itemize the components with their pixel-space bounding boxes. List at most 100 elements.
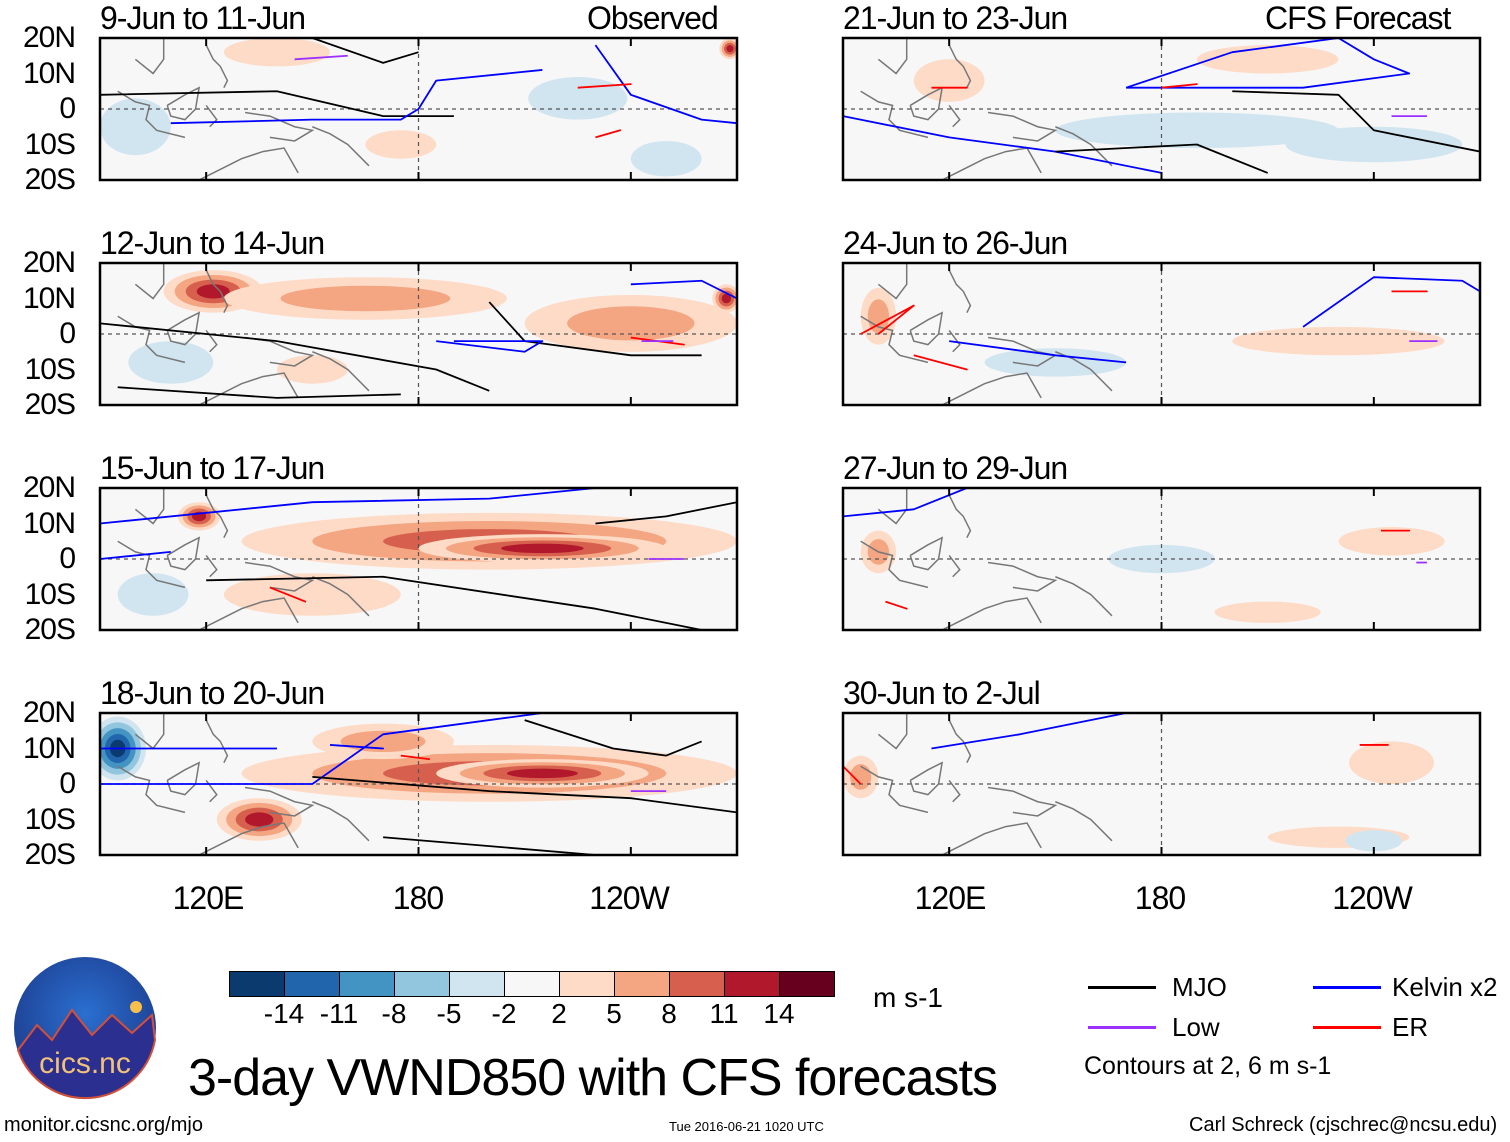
anomaly-shading bbox=[1285, 126, 1463, 163]
coastline bbox=[117, 765, 186, 814]
anomaly-shading bbox=[630, 140, 702, 177]
coastline bbox=[940, 597, 1042, 630]
coastline bbox=[877, 263, 908, 300]
anomaly-shading bbox=[850, 764, 872, 790]
mjo-contour bbox=[595, 501, 737, 525]
legend-kelvin-label: Kelvin x2 bbox=[1392, 972, 1498, 1002]
legend-mjo-label: MJO bbox=[1172, 972, 1227, 1002]
coastline bbox=[860, 540, 929, 589]
kelvin-contour bbox=[100, 551, 171, 560]
anomaly-shading bbox=[567, 306, 695, 341]
colorbar-swatch bbox=[505, 972, 560, 996]
lat-label: 20N bbox=[22, 696, 76, 729]
coastline bbox=[909, 311, 944, 346]
coastline bbox=[909, 536, 944, 571]
legend-low-line bbox=[1088, 1026, 1156, 1029]
lon-label-120w-right: 120W bbox=[1332, 880, 1413, 916]
coastline bbox=[312, 801, 370, 842]
anomaly-shading bbox=[867, 299, 890, 334]
er-contour bbox=[860, 304, 915, 335]
anomaly-shading bbox=[528, 77, 628, 120]
coastline bbox=[205, 555, 218, 578]
anomaly-shading bbox=[276, 355, 348, 384]
coastline bbox=[987, 111, 1058, 142]
anomaly-shading bbox=[280, 285, 451, 312]
coastline bbox=[205, 44, 229, 89]
coastline bbox=[205, 719, 229, 764]
coastline bbox=[948, 105, 961, 128]
panel-title: 24-Jun to 26-Jun bbox=[843, 225, 1068, 261]
coastline bbox=[197, 147, 299, 180]
coastline bbox=[312, 351, 370, 392]
legend-er-label: ER bbox=[1392, 1012, 1429, 1042]
coastline bbox=[948, 555, 961, 578]
map-panel bbox=[841, 261, 1482, 407]
coastline bbox=[166, 86, 201, 121]
anomaly-shading bbox=[223, 573, 401, 616]
map-panel bbox=[98, 486, 739, 632]
lat-label: 20S bbox=[24, 163, 76, 196]
lat-label: 0 bbox=[59, 92, 76, 125]
colorbar-units: m s-1 bbox=[873, 982, 943, 1013]
coastline bbox=[909, 86, 944, 121]
colorbar-swatch bbox=[615, 972, 670, 996]
low-contour bbox=[294, 54, 348, 61]
coastline bbox=[134, 488, 165, 525]
kelvin-contour bbox=[594, 44, 737, 125]
coastline bbox=[244, 111, 315, 142]
coastline bbox=[948, 330, 961, 353]
coastline bbox=[948, 44, 972, 89]
colorbar-swatch bbox=[670, 972, 725, 996]
lon-label-120e-left: 120E bbox=[172, 880, 245, 916]
colorbar bbox=[229, 971, 835, 997]
colorbar-label: -11 bbox=[319, 998, 359, 1029]
colorbar-label: 11 bbox=[709, 998, 739, 1029]
lat-label: 0 bbox=[59, 767, 76, 800]
coastline bbox=[197, 822, 299, 855]
anomaly-shading bbox=[1196, 45, 1339, 74]
lat-label: 0 bbox=[59, 542, 76, 575]
lat-label: 10S bbox=[24, 802, 76, 836]
kelvin-contour bbox=[843, 115, 1162, 174]
kelvin-contour bbox=[1125, 38, 1411, 89]
coastline bbox=[117, 540, 186, 589]
colorbar-label: 2 bbox=[551, 998, 567, 1029]
coastline bbox=[987, 786, 1058, 817]
anomaly-shading bbox=[1345, 830, 1403, 852]
er-contour bbox=[843, 765, 862, 785]
lat-label: 20S bbox=[24, 613, 76, 646]
colorbar-swatch bbox=[450, 972, 505, 996]
colorbar-swatch bbox=[230, 972, 285, 996]
coastline bbox=[205, 494, 229, 539]
lat-label: 20N bbox=[22, 21, 76, 54]
er-contour bbox=[913, 354, 968, 371]
anomaly-shading bbox=[726, 45, 734, 53]
kelvin-contour bbox=[931, 713, 1127, 750]
mjo-contour bbox=[312, 776, 737, 814]
lat-label: 20S bbox=[24, 388, 76, 421]
anomaly-shading bbox=[501, 543, 584, 554]
kelvin-contour bbox=[436, 340, 544, 353]
figure-title: 3-day VWND850 with CFS forecasts bbox=[188, 1049, 998, 1107]
panel-title: 30-Jun to 2-Jul bbox=[843, 675, 1041, 711]
coastline bbox=[134, 38, 165, 75]
coastline bbox=[117, 90, 186, 139]
coastline bbox=[117, 315, 186, 364]
coastline bbox=[877, 38, 908, 75]
panel-title: 9-Jun to 11-Jun bbox=[100, 0, 306, 36]
er-contour bbox=[269, 586, 307, 603]
coastline bbox=[948, 780, 961, 803]
svg-text:cics.nc: cics.nc bbox=[39, 1047, 131, 1080]
map-panel bbox=[841, 711, 1482, 857]
lat-label: 20S bbox=[24, 838, 76, 871]
coastline bbox=[134, 263, 165, 300]
footer-author: Carl Schreck (cjschrec@ncsu.edu) bbox=[1189, 1114, 1498, 1136]
lon-label-180-left: 180 bbox=[392, 880, 444, 916]
coastline bbox=[312, 126, 370, 167]
coastline bbox=[1055, 801, 1113, 842]
panel-title: 21-Jun to 23-Jun bbox=[843, 0, 1068, 36]
footer-url[interactable]: monitor.cicsnc.org/mjo bbox=[4, 1114, 203, 1136]
coastline bbox=[877, 713, 908, 750]
coastline bbox=[1055, 126, 1113, 167]
lon-label-180-right: 180 bbox=[1134, 880, 1186, 916]
